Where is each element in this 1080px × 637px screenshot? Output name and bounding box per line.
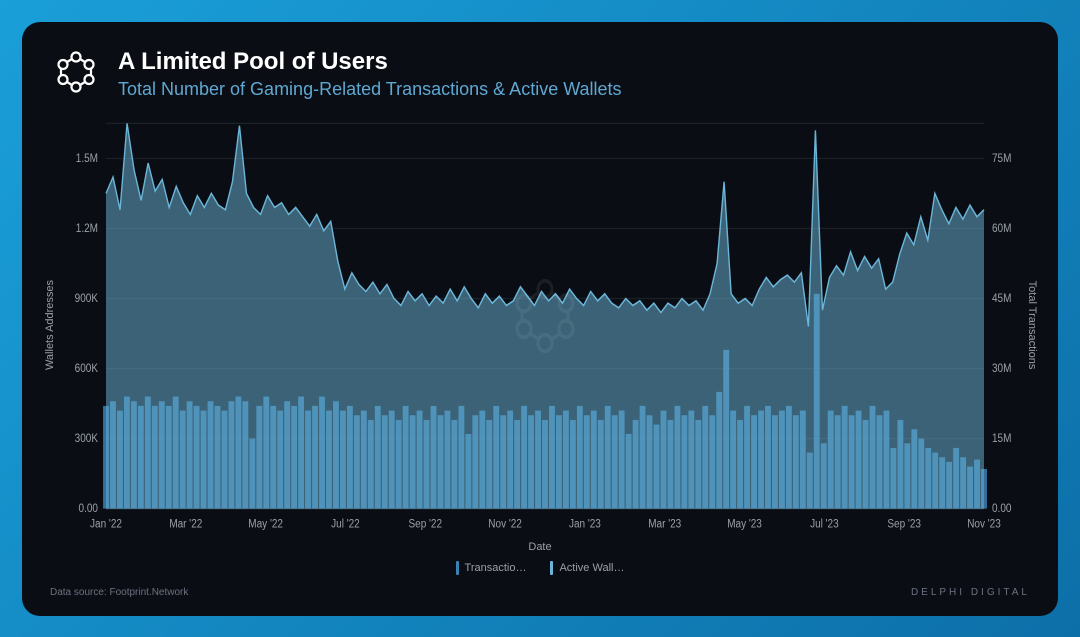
svg-text:0.00: 0.00 [992,502,1011,515]
svg-text:45M: 45M [992,292,1011,305]
svg-text:Jan '22: Jan '22 [90,517,122,530]
chart-card: A Limited Pool of Users Total Number of … [22,22,1058,616]
brand-mark: DELPHI DIGITAL [911,587,1030,598]
data-source: Data source: Footprint.Network [50,587,188,598]
chart-title: A Limited Pool of Users [118,46,622,77]
svg-text:1.2M: 1.2M [76,222,98,235]
header: A Limited Pool of Users Total Number of … [50,46,1030,100]
svg-text:0.00: 0.00 [79,502,98,515]
chart-area: Wallets Addresses Total Transactions 0.0… [50,114,1030,537]
svg-text:15M: 15M [992,432,1011,445]
svg-text:Jul '23: Jul '23 [810,517,839,530]
svg-text:600K: 600K [75,362,99,375]
svg-text:30M: 30M [992,362,1011,375]
logo-icon [50,46,102,98]
svg-text:Nov '23: Nov '23 [967,517,1001,530]
legend-item-transactions: Transactio… [456,561,527,575]
legend-label: Transactio… [465,562,527,574]
y-right-label: Total Transactions [1026,281,1038,370]
svg-text:Mar '23: Mar '23 [648,517,681,530]
svg-text:Nov '22: Nov '22 [488,517,522,530]
svg-text:Jul '22: Jul '22 [331,517,360,530]
footer: Data source: Footprint.Network DELPHI DI… [50,587,1030,598]
svg-text:Sep '22: Sep '22 [408,517,442,530]
svg-text:May '22: May '22 [248,517,283,530]
legend-label: Active Wall… [559,562,624,574]
svg-text:900K: 900K [75,292,99,305]
chart-subtitle: Total Number of Gaming-Related Transacti… [118,79,622,100]
svg-text:Sep '23: Sep '23 [887,517,921,530]
svg-text:75M: 75M [992,152,1011,165]
legend-item-wallets: Active Wall… [550,561,624,575]
legend: Transactio… Active Wall… [50,561,1030,575]
legend-swatch [456,561,459,575]
svg-text:60M: 60M [992,222,1011,235]
svg-text:300K: 300K [75,432,99,445]
legend-swatch [550,561,553,575]
chart-svg: 0.00 300K 600K 900K 1.2M 1.5M 0.00 15M 30M 45M 60M… [50,114,1030,537]
svg-text:1.5M: 1.5M [76,152,98,165]
svg-text:May '23: May '23 [727,517,762,530]
y-left-label: Wallets Addresses [44,280,56,370]
x-axis-label: Date [50,541,1030,553]
svg-text:Jan '23: Jan '23 [569,517,601,530]
svg-text:Mar '22: Mar '22 [169,517,202,530]
